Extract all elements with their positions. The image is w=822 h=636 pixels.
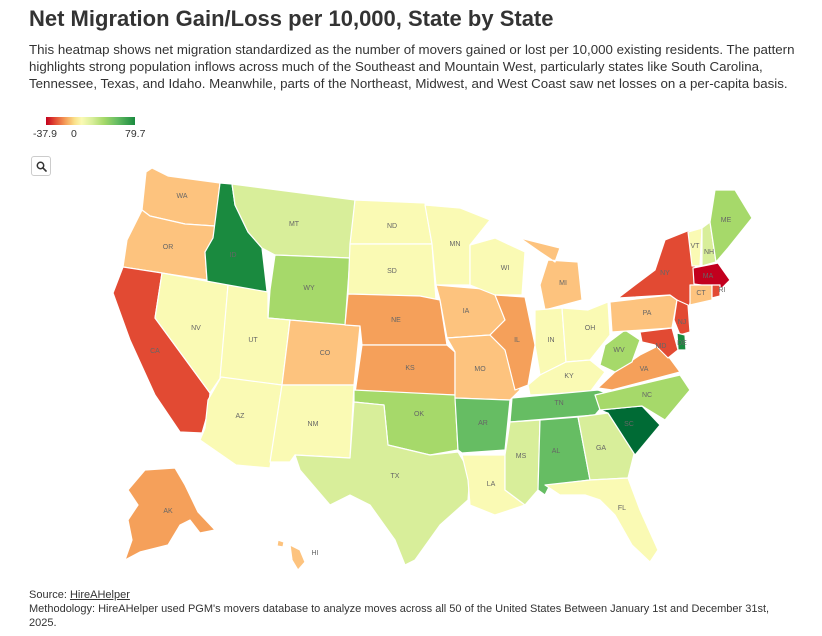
state-label-il: IL — [514, 337, 520, 344]
state-label-wy: WY — [303, 285, 315, 292]
state-label-ct: CT — [696, 290, 706, 297]
state-label-ny: NY — [660, 270, 670, 277]
state-label-ut: UT — [248, 337, 258, 344]
state-label-id: ID — [230, 252, 237, 259]
state-label-nv: NV — [191, 325, 201, 332]
state-label-sc: SC — [624, 421, 634, 428]
state-label-ky: KY — [564, 373, 574, 380]
state-label-sd: SD — [387, 268, 397, 275]
state-label-ne: NE — [391, 317, 401, 324]
color-legend: -37.9 0 79.7 — [31, 114, 151, 144]
state-nd[interactable] — [349, 199, 433, 245]
source-line: Source: HireAHelper — [29, 588, 789, 602]
methodology-text: Methodology: HireAHelper used PGM's move… — [29, 603, 770, 629]
state-label-nj: NJ — [678, 319, 687, 326]
state-label-tn: TN — [554, 400, 563, 407]
state-label-or: OR — [163, 244, 174, 251]
state-label-mi: MI — [559, 280, 567, 287]
state-labels-layer: WA OR CA ID NV MT WY UT AZ CO NM ND SD N… — [150, 193, 731, 557]
source-prefix: Source: — [29, 589, 70, 601]
source-link[interactable]: HireAHelper — [69, 589, 130, 601]
state-label-md: MD — [656, 343, 667, 350]
state-label-tx: TX — [391, 473, 400, 480]
state-label-co: CO — [320, 350, 331, 357]
legend-gradient-bar — [46, 117, 135, 125]
state-ar[interactable] — [454, 397, 511, 454]
state-label-fl: FL — [618, 505, 626, 512]
state-de[interactable] — [676, 332, 687, 351]
state-label-nc: NC — [642, 392, 652, 399]
zoom-button[interactable] — [31, 156, 51, 176]
description: This heatmap shows net migration standar… — [29, 42, 795, 91]
state-il[interactable] — [489, 294, 536, 391]
state-hi[interactable] — [276, 539, 306, 571]
state-label-wi: WI — [501, 265, 510, 272]
state-label-vt: VT — [691, 243, 701, 250]
footer: Source: HireAHelper Methodology: HireAHe… — [29, 588, 789, 630]
state-mi[interactable] — [519, 237, 583, 311]
state-label-nm: NM — [308, 421, 319, 428]
state-label-ok: OK — [414, 411, 424, 418]
state-label-ga: GA — [596, 445, 606, 452]
state-label-mt: MT — [289, 221, 300, 228]
state-label-oh: OH — [585, 325, 596, 332]
state-label-va: VA — [640, 366, 649, 373]
state-label-hi: HI — [312, 550, 319, 557]
state-me[interactable] — [709, 189, 753, 263]
state-ga[interactable] — [577, 412, 636, 481]
state-label-ak: AK — [163, 508, 173, 515]
state-ms[interactable] — [504, 419, 541, 506]
state-label-ca: CA — [150, 348, 160, 355]
state-label-mn: MN — [450, 241, 461, 248]
legend-mid-label: 0 — [71, 128, 77, 140]
state-tx[interactable] — [294, 401, 471, 566]
state-label-wa: WA — [176, 193, 187, 200]
state-label-nh: NH — [704, 249, 714, 256]
state-ct[interactable] — [689, 284, 713, 306]
state-label-ks: KS — [405, 365, 415, 372]
state-label-ia: IA — [463, 308, 470, 315]
state-md[interactable] — [639, 327, 679, 359]
state-label-ma: MA — [703, 273, 714, 280]
state-label-me: ME — [721, 217, 732, 224]
state-fl[interactable] — [544, 477, 659, 563]
state-label-pa: PA — [643, 310, 652, 317]
state-nv[interactable] — [154, 272, 229, 394]
legend-max-label: 79.7 — [125, 128, 146, 140]
state-ri[interactable] — [711, 284, 721, 299]
state-label-ar: AR — [478, 420, 488, 427]
state-ky[interactable] — [527, 359, 606, 396]
state-ak[interactable] — [124, 467, 216, 561]
state-label-al: AL — [552, 448, 561, 455]
state-ma[interactable] — [692, 262, 731, 289]
search-icon — [36, 161, 47, 172]
state-label-ri: RI — [719, 287, 726, 294]
page-title: Net Migration Gain/Loss per 10,000, Stat… — [29, 6, 554, 31]
state-label-ms: MS — [516, 453, 527, 460]
state-label-nd: ND — [387, 223, 397, 230]
state-label-la: LA — [487, 481, 496, 488]
state-label-mo: MO — [474, 366, 486, 373]
state-label-in: IN — [548, 337, 555, 344]
state-nj[interactable] — [673, 299, 691, 336]
state-label-wv: WV — [613, 347, 625, 354]
state-label-az: AZ — [236, 413, 246, 420]
states-layer — [112, 167, 753, 571]
state-label-de: DE — [677, 340, 687, 347]
state-wi[interactable] — [469, 237, 526, 296]
legend-min-label: -37.9 — [33, 128, 57, 140]
state-nc[interactable] — [594, 374, 691, 421]
